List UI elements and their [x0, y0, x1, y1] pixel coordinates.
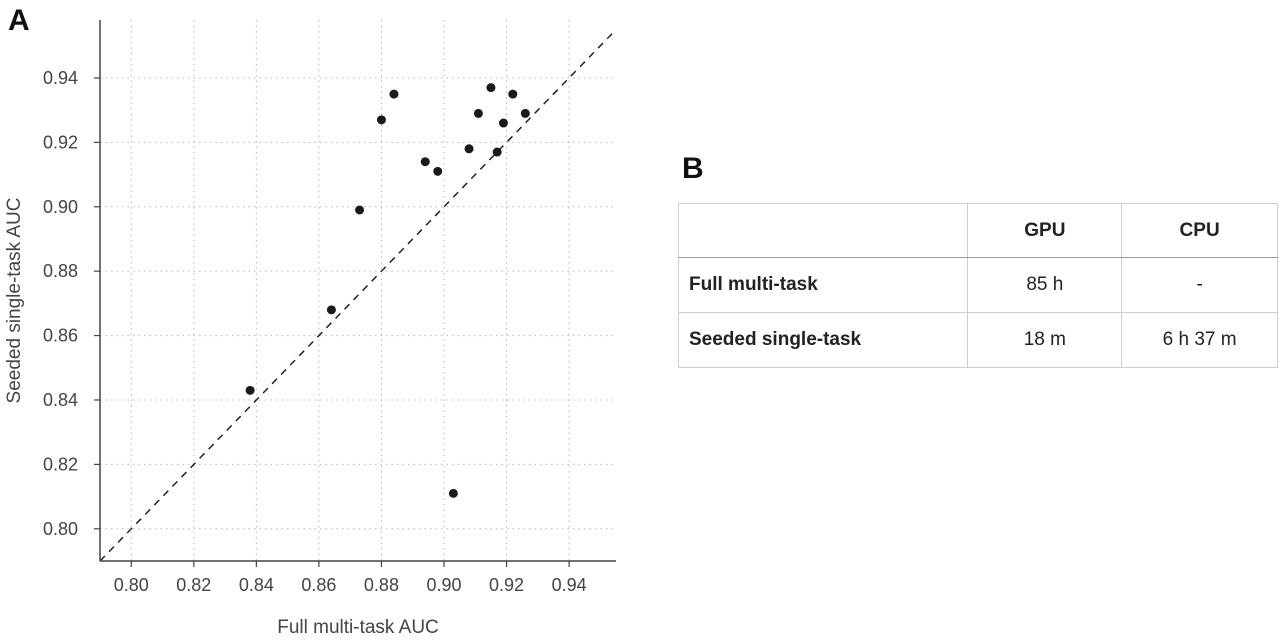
- x-tick-label: 0.92: [489, 575, 524, 595]
- y-tick-label: 0.94: [43, 68, 78, 88]
- header-empty-cell: [677, 203, 969, 258]
- data-point: [376, 115, 386, 125]
- data-point: [520, 108, 530, 118]
- y-tick-label: 0.80: [43, 519, 78, 539]
- data-point: [508, 89, 518, 99]
- data-point: [486, 83, 496, 93]
- data-point: [420, 157, 430, 167]
- diagonal-reference-line: [99, 29, 617, 562]
- data-point: [473, 108, 483, 118]
- y-tick-label: 0.88: [43, 261, 78, 281]
- data-point: [355, 205, 365, 215]
- x-tick-label: 0.86: [301, 575, 336, 595]
- x-tick-label: 0.94: [552, 575, 587, 595]
- y-tick-label: 0.86: [43, 326, 78, 346]
- x-tick-label: 0.80: [114, 575, 149, 595]
- cell-gpu-full-multi-task: 85 h: [967, 257, 1123, 313]
- table-header-row: GPU CPU: [677, 203, 1278, 258]
- x-tick-label: 0.88: [364, 575, 399, 595]
- y-tick-label: 0.92: [43, 132, 78, 152]
- table-row: Full multi-task 85 h -: [677, 257, 1278, 313]
- data-point: [492, 147, 502, 157]
- header-gpu: GPU: [967, 203, 1123, 258]
- cell-gpu-seeded-single-task: 18 m: [967, 312, 1123, 368]
- panel-b-letter: B: [682, 152, 704, 185]
- data-point: [498, 118, 508, 128]
- data-points: [245, 83, 530, 498]
- table-row: Seeded single-task 18 m 6 h 37 m: [677, 312, 1278, 368]
- data-point: [433, 166, 443, 176]
- data-point: [326, 305, 336, 315]
- data-point: [389, 89, 399, 99]
- row-label-full-multi-task: Full multi-task: [677, 257, 969, 313]
- data-point: [464, 144, 474, 154]
- x-axis-title: Full multi-task AUC: [277, 617, 439, 638]
- row-label-seeded-single-task: Seeded single-task: [677, 312, 969, 368]
- x-axis-ticks: 0.80 0.82 0.84 0.86 0.88 0.90 0.92 0.94: [114, 561, 587, 595]
- y-tick-label: 0.90: [43, 197, 78, 217]
- y-axis-title: Seeded single-task AUC: [4, 198, 25, 404]
- header-cpu: CPU: [1121, 203, 1278, 258]
- x-tick-label: 0.90: [426, 575, 461, 595]
- data-point: [245, 385, 255, 395]
- x-tick-label: 0.84: [239, 575, 274, 595]
- timing-table: GPU CPU Full multi-task 85 h - Seeded si…: [677, 203, 1278, 368]
- axes: [99, 20, 616, 562]
- y-tick-label: 0.82: [43, 454, 78, 474]
- y-axis-ticks: 0.80 0.82 0.84 0.86 0.88 0.90 0.92 0.94: [43, 68, 100, 539]
- data-point: [448, 488, 458, 498]
- cell-cpu-seeded-single-task: 6 h 37 m: [1121, 312, 1278, 368]
- grid: [100, 20, 616, 561]
- panel-a-letter: A: [8, 4, 30, 37]
- y-tick-label: 0.84: [43, 390, 78, 410]
- x-tick-label: 0.82: [176, 575, 211, 595]
- cell-cpu-full-multi-task: -: [1121, 257, 1278, 313]
- scatter-plot: 0.80 0.82 0.84 0.86 0.88 0.90 0.92 0.94 0.800.8…: [4, 20, 617, 638]
